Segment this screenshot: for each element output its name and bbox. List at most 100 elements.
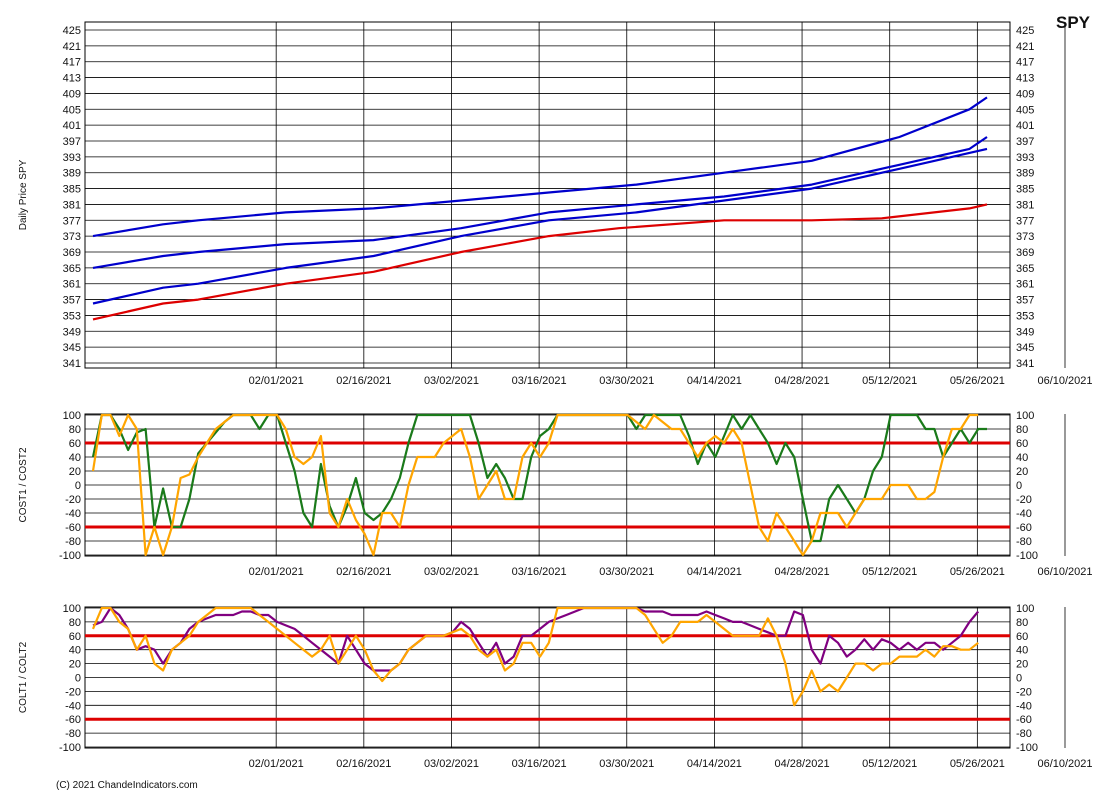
y-tick-label-left: 100: [63, 410, 81, 422]
y-tick-label-right: -40: [1016, 508, 1032, 520]
x-tick-label: 03/02/2021: [424, 566, 479, 578]
y-tick-label-right: 40: [1016, 645, 1028, 657]
y-tick-label-left: 409: [63, 88, 81, 100]
y-tick-label-left: 361: [63, 279, 81, 291]
x-tick-label: 04/28/2021: [775, 566, 830, 578]
y-tick-label-right: 20: [1016, 466, 1028, 478]
y-tick-label-right: 409: [1016, 88, 1034, 100]
y-tick-label-right: 417: [1016, 57, 1034, 69]
x-tick-label: 04/14/2021: [687, 375, 742, 387]
y-tick-label-left: -20: [65, 494, 81, 506]
y-tick-label-right: 373: [1016, 231, 1034, 243]
y-tick-label-right: -100: [1016, 550, 1038, 562]
x-tick-label: 02/16/2021: [336, 566, 391, 578]
y-tick-label-left: 405: [63, 104, 81, 116]
y-tick-label-right: -80: [1016, 536, 1032, 548]
x-tick-label: 05/26/2021: [950, 375, 1005, 387]
y-tick-label-left: 60: [69, 438, 81, 450]
y-tick-label-left: 345: [63, 342, 81, 354]
y-tick-label-left: 40: [69, 645, 81, 657]
series-line-blue: [92, 136, 988, 269]
x-tick-label: 02/16/2021: [336, 758, 391, 770]
y-tick-label-left: 60: [69, 631, 81, 643]
series-line-purple: [92, 606, 980, 672]
x-tick-label: 02/01/2021: [249, 758, 304, 770]
y-tick-label-right: -60: [1016, 522, 1032, 534]
y-tick-label-left: 397: [63, 136, 81, 148]
y-axis-label: Daily Price SPY: [18, 159, 29, 230]
y-tick-label-right: 401: [1016, 120, 1034, 132]
panel-frame: [84, 21, 1011, 369]
y-tick-label-left: -80: [65, 728, 81, 740]
y-tick-label-left: -20: [65, 686, 81, 698]
y-tick-label-right: 349: [1016, 326, 1034, 338]
series-line-orange: [91, 413, 979, 557]
series-line-green: [91, 413, 987, 543]
x-tick-label: 05/26/2021: [950, 566, 1005, 578]
x-tick-label: 03/30/2021: [599, 375, 654, 387]
x-tick-label: 05/12/2021: [862, 758, 917, 770]
y-tick-label-right: -20: [1016, 494, 1032, 506]
y-axis-label: COST1 / COST2: [18, 447, 29, 522]
y-tick-label-right: 381: [1016, 199, 1034, 211]
y-tick-label-right: 377: [1016, 215, 1034, 227]
y-tick-label-left: -60: [65, 714, 81, 726]
y-axis-label: COLT1 / COLT2: [18, 641, 29, 713]
x-tick-label: 02/01/2021: [249, 375, 304, 387]
x-tick-label: 03/16/2021: [512, 375, 567, 387]
y-tick-label-left: -80: [65, 536, 81, 548]
y-tick-label-right: 60: [1016, 438, 1028, 450]
y-tick-label-right: -20: [1016, 686, 1032, 698]
y-tick-label-left: 100: [63, 603, 81, 615]
y-tick-label-right: 405: [1016, 104, 1034, 116]
y-tick-label-left: 80: [69, 617, 81, 629]
y-tick-label-left: 413: [63, 73, 81, 85]
y-tick-label-right: 353: [1016, 310, 1034, 322]
y-tick-label-left: 381: [63, 199, 81, 211]
y-tick-label-left: -60: [65, 522, 81, 534]
x-tick-label: 06/10/2021: [1037, 375, 1092, 387]
y-tick-label-right: 40: [1016, 452, 1028, 464]
y-tick-label-left: 349: [63, 326, 81, 338]
x-tick-label: 05/12/2021: [862, 375, 917, 387]
y-tick-label-right: 357: [1016, 295, 1034, 307]
y-tick-label-left: -40: [65, 508, 81, 520]
y-tick-label-right: 100: [1016, 603, 1034, 615]
x-tick-label: 06/10/2021: [1037, 566, 1092, 578]
y-tick-label-left: -40: [65, 700, 81, 712]
y-tick-label-left: 393: [63, 152, 81, 164]
y-tick-label-right: 0: [1016, 673, 1022, 685]
y-tick-label-left: 425: [63, 25, 81, 37]
y-tick-label-right: 393: [1016, 152, 1034, 164]
y-tick-label-left: 365: [63, 263, 81, 275]
x-tick-label: 04/28/2021: [775, 758, 830, 770]
y-tick-label-left: 80: [69, 424, 81, 436]
y-tick-label-left: 40: [69, 452, 81, 464]
y-tick-label-right: -100: [1016, 742, 1038, 754]
grid-layer: [84, 21, 1066, 749]
y-tick-label-left: 369: [63, 247, 81, 259]
y-tick-label-right: 345: [1016, 342, 1034, 354]
x-tick-label: 03/30/2021: [599, 566, 654, 578]
y-tick-label-left: 401: [63, 120, 81, 132]
y-tick-label-right: 361: [1016, 279, 1034, 291]
x-tick-label: 04/14/2021: [687, 566, 742, 578]
y-tick-label-right: 385: [1016, 184, 1034, 196]
series-layer: [85, 96, 1010, 721]
x-tick-label: 03/30/2021: [599, 758, 654, 770]
y-tick-label-right: 389: [1016, 168, 1034, 180]
y-tick-label-left: 0: [75, 673, 81, 685]
y-tick-label-right: 365: [1016, 263, 1034, 275]
y-tick-label-right: 0: [1016, 480, 1022, 492]
series-line-red: [92, 203, 988, 321]
y-tick-label-left: -100: [59, 550, 81, 562]
x-tick-label: 02/16/2021: [336, 375, 391, 387]
x-tick-label: 06/10/2021: [1037, 758, 1092, 770]
y-tick-label-right: 80: [1016, 424, 1028, 436]
series-line-blue: [92, 96, 988, 238]
text-layer: 341 341 345 345 349 349 353 353 357 357 361 361 365 3…: [18, 25, 1093, 770]
x-tick-label: 05/26/2021: [950, 758, 1005, 770]
y-tick-label-right: 100: [1016, 410, 1034, 422]
x-tick-label: 04/14/2021: [687, 758, 742, 770]
